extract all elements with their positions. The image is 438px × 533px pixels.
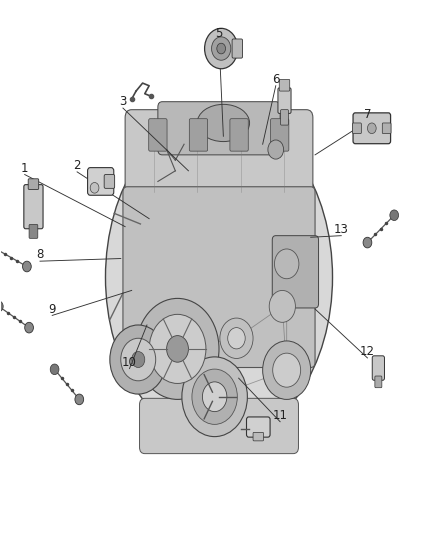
Circle shape bbox=[121, 338, 155, 381]
Circle shape bbox=[182, 357, 247, 437]
FancyBboxPatch shape bbox=[382, 123, 391, 134]
Circle shape bbox=[217, 43, 226, 54]
Text: 13: 13 bbox=[334, 223, 349, 236]
FancyBboxPatch shape bbox=[158, 102, 280, 155]
Circle shape bbox=[90, 182, 99, 193]
FancyBboxPatch shape bbox=[24, 184, 43, 229]
Circle shape bbox=[275, 249, 299, 279]
Circle shape bbox=[50, 364, 59, 375]
Text: 2: 2 bbox=[73, 159, 81, 172]
Circle shape bbox=[269, 290, 295, 322]
Circle shape bbox=[0, 301, 3, 312]
FancyBboxPatch shape bbox=[247, 417, 270, 437]
Circle shape bbox=[22, 261, 31, 272]
Text: 3: 3 bbox=[119, 95, 127, 108]
Circle shape bbox=[132, 352, 145, 368]
FancyBboxPatch shape bbox=[271, 119, 289, 151]
Text: 9: 9 bbox=[49, 303, 56, 316]
Text: 10: 10 bbox=[122, 356, 137, 369]
Circle shape bbox=[25, 322, 33, 333]
Text: 11: 11 bbox=[272, 409, 288, 422]
FancyBboxPatch shape bbox=[125, 110, 313, 200]
FancyBboxPatch shape bbox=[149, 119, 167, 151]
Circle shape bbox=[110, 325, 166, 394]
Text: 8: 8 bbox=[36, 248, 44, 261]
Circle shape bbox=[273, 353, 300, 387]
Circle shape bbox=[220, 318, 253, 359]
FancyBboxPatch shape bbox=[375, 376, 382, 387]
Circle shape bbox=[166, 336, 188, 362]
FancyBboxPatch shape bbox=[88, 167, 114, 195]
Circle shape bbox=[149, 314, 206, 383]
FancyBboxPatch shape bbox=[353, 113, 391, 144]
Text: 12: 12 bbox=[360, 345, 375, 358]
FancyBboxPatch shape bbox=[353, 123, 361, 134]
FancyBboxPatch shape bbox=[279, 79, 290, 91]
FancyBboxPatch shape bbox=[230, 119, 248, 151]
Circle shape bbox=[268, 140, 284, 159]
Circle shape bbox=[212, 37, 231, 60]
FancyBboxPatch shape bbox=[140, 398, 298, 454]
Circle shape bbox=[363, 237, 372, 248]
Circle shape bbox=[390, 210, 399, 221]
Circle shape bbox=[75, 394, 84, 405]
FancyBboxPatch shape bbox=[281, 110, 288, 125]
Circle shape bbox=[205, 28, 238, 69]
Circle shape bbox=[136, 298, 219, 399]
Text: 7: 7 bbox=[364, 109, 371, 122]
Circle shape bbox=[228, 328, 245, 349]
Text: 1: 1 bbox=[21, 161, 28, 175]
FancyBboxPatch shape bbox=[28, 179, 39, 189]
Circle shape bbox=[263, 341, 311, 399]
FancyBboxPatch shape bbox=[104, 174, 115, 188]
FancyBboxPatch shape bbox=[123, 187, 315, 368]
FancyBboxPatch shape bbox=[253, 432, 264, 441]
FancyBboxPatch shape bbox=[272, 236, 318, 308]
Text: 5: 5 bbox=[215, 27, 223, 40]
FancyBboxPatch shape bbox=[278, 88, 291, 114]
Circle shape bbox=[367, 123, 376, 134]
FancyBboxPatch shape bbox=[189, 119, 208, 151]
Ellipse shape bbox=[106, 112, 332, 442]
Circle shape bbox=[192, 369, 237, 424]
FancyBboxPatch shape bbox=[372, 356, 385, 380]
Ellipse shape bbox=[197, 104, 250, 142]
Circle shape bbox=[202, 382, 227, 411]
Text: 6: 6 bbox=[272, 73, 279, 86]
FancyBboxPatch shape bbox=[232, 39, 243, 58]
FancyBboxPatch shape bbox=[29, 224, 38, 238]
